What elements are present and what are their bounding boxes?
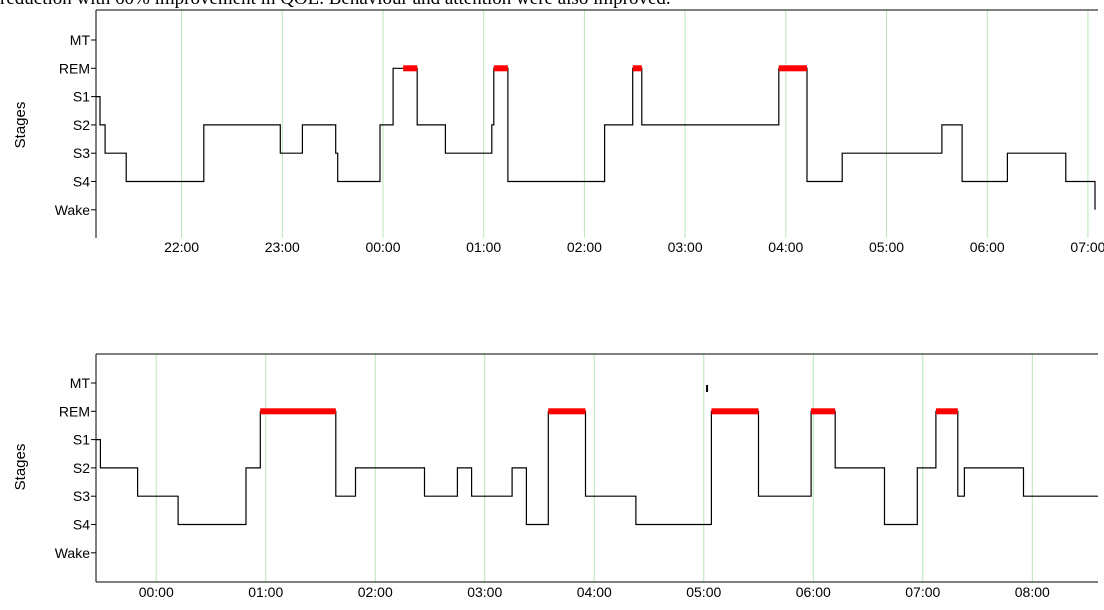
x-tick-label-2-2: 02:00 <box>358 584 393 600</box>
caption-text: reduction with 60% improvement in QOL. B… <box>0 0 1104 10</box>
rem-bar-2-2 <box>711 408 759 415</box>
x-tick-label-1-3: 01:00 <box>466 239 501 255</box>
y-tick-label-1-s2: S2 <box>73 117 90 133</box>
y-tick-label-2-s2: S2 <box>73 460 90 476</box>
rem-bar-2-4 <box>935 408 958 415</box>
y-tick-label-2-s3: S3 <box>73 488 90 504</box>
rem-bar-1-3 <box>778 65 807 72</box>
rem-bar-1-1 <box>493 65 508 72</box>
y-tick-label-2-s4: S4 <box>73 517 90 533</box>
x-tick-label-2-3: 03:00 <box>467 584 502 600</box>
y-tick-label-1-mt: MT <box>70 32 91 48</box>
y-tick-label-2-rem: REM <box>59 403 90 419</box>
y-tick-label-1-s1: S1 <box>73 89 90 105</box>
y-tick-label-1-rem: REM <box>59 60 90 76</box>
x-tick-label-2-8: 08:00 <box>1015 584 1050 600</box>
x-tick-label-1-0: 22:00 <box>164 239 199 255</box>
rem-bar-2-0 <box>260 408 336 415</box>
hypnogram-line-2 <box>96 410 1098 526</box>
x-tick-label-2-7: 07:00 <box>905 584 940 600</box>
y-tick-label-1-s3: S3 <box>73 145 90 161</box>
x-tick-label-1-2: 00:00 <box>365 239 400 255</box>
x-tick-label-1-1: 23:00 <box>265 239 300 255</box>
hypnogram-line-1 <box>96 67 1096 210</box>
x-tick-label-1-6: 04:00 <box>768 239 803 255</box>
x-tick-label-2-0: 00:00 <box>139 584 174 600</box>
x-tick-label-1-4: 02:00 <box>567 239 602 255</box>
y-axis-title-1: Stages <box>12 102 29 149</box>
y-axis-title-2: Stages <box>12 444 29 491</box>
rem-bar-2-1 <box>548 408 586 415</box>
y-tick-label-2-wake: Wake <box>55 545 90 561</box>
x-tick-label-1-9: 07:00 <box>1070 239 1104 255</box>
rem-bar-2-3 <box>811 408 836 415</box>
y-tick-label-2-s1: S1 <box>73 432 90 448</box>
x-tick-label-1-8: 06:00 <box>970 239 1005 255</box>
x-tick-label-1-7: 05:00 <box>869 239 904 255</box>
rem-bar-1-0 <box>403 65 418 72</box>
y-tick-label-1-s4: S4 <box>73 174 90 190</box>
y-tick-label-2-mt: MT <box>70 375 91 391</box>
x-tick-label-2-5: 05:00 <box>686 584 721 600</box>
x-tick-label-2-6: 06:00 <box>796 584 831 600</box>
x-tick-label-2-4: 04:00 <box>577 584 612 600</box>
rem-bar-1-2 <box>632 65 642 72</box>
x-tick-label-1-5: 03:00 <box>668 239 703 255</box>
y-tick-label-1-wake: Wake <box>55 202 90 218</box>
x-tick-label-2-1: 01:00 <box>248 584 283 600</box>
